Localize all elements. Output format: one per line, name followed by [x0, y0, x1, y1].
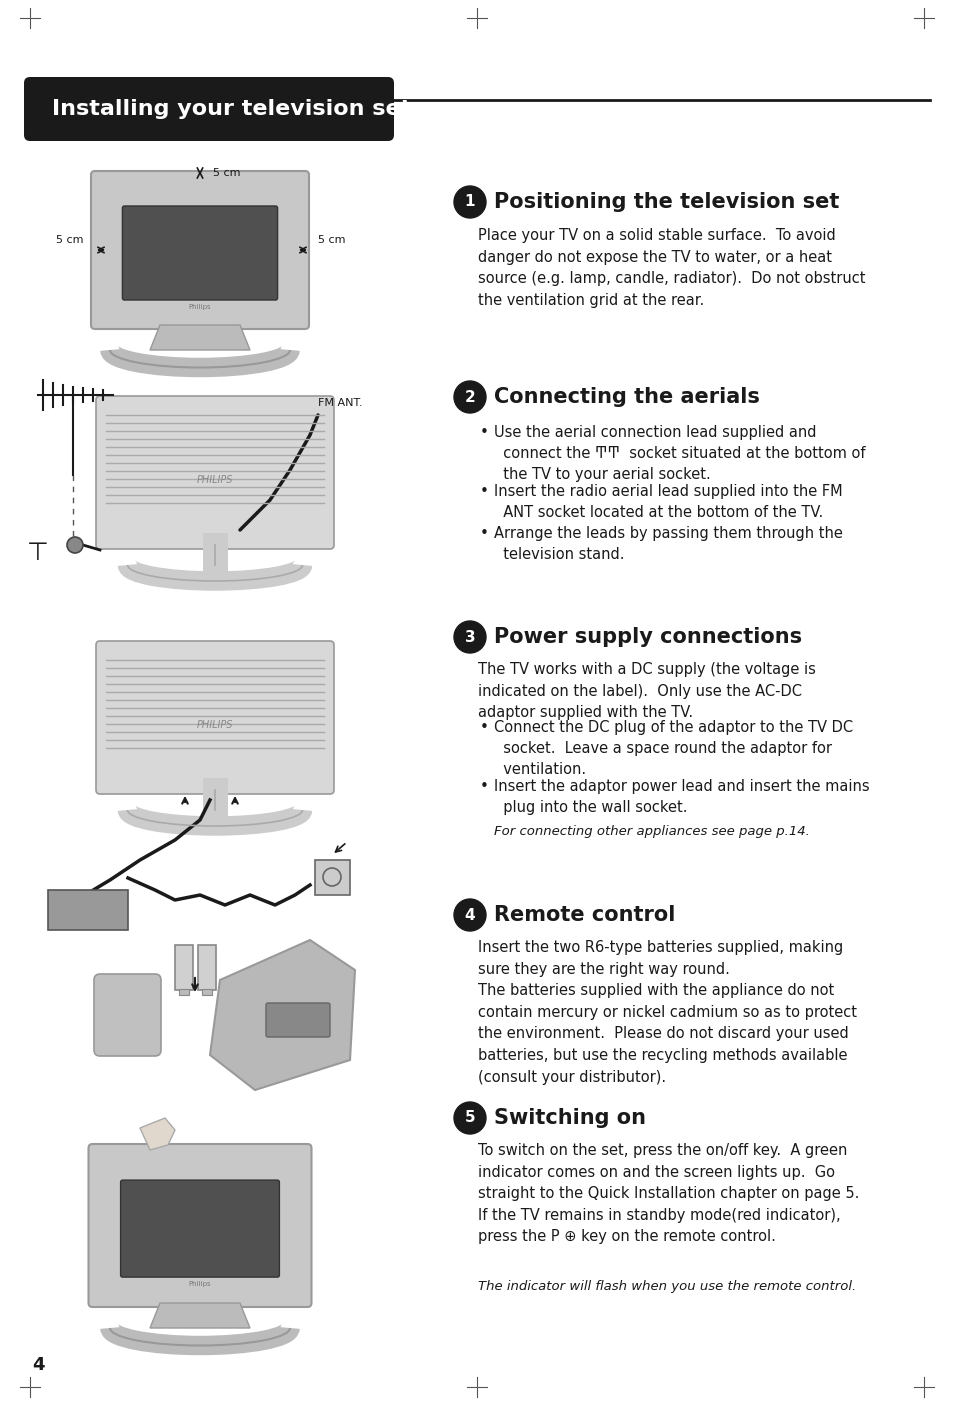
- Circle shape: [454, 1102, 485, 1134]
- Bar: [174, 946, 193, 991]
- Text: 5: 5: [464, 1110, 475, 1125]
- Text: 4: 4: [31, 1356, 44, 1374]
- FancyBboxPatch shape: [122, 207, 277, 301]
- Text: Installing your television set: Installing your television set: [52, 98, 411, 119]
- Text: Power supply connections: Power supply connections: [494, 627, 801, 646]
- Text: The TV works with a DC supply (the voltage is
indicated on the label).  Only use: The TV works with a DC supply (the volta…: [477, 662, 815, 721]
- Text: Philips: Philips: [189, 1281, 212, 1287]
- Circle shape: [454, 381, 485, 413]
- Text: To switch on the set, press the on/off key.  A green
indicator comes on and the : To switch on the set, press the on/off k…: [477, 1144, 859, 1245]
- Circle shape: [454, 185, 485, 218]
- FancyBboxPatch shape: [24, 77, 394, 140]
- Bar: [48, 889, 128, 930]
- Text: ⊤: ⊤: [27, 541, 49, 565]
- Bar: [198, 946, 215, 991]
- FancyBboxPatch shape: [91, 171, 309, 329]
- Circle shape: [67, 537, 83, 554]
- Text: 5 cm: 5 cm: [318, 235, 345, 244]
- Text: 4: 4: [464, 908, 475, 923]
- Text: Use the aerial connection lead supplied and
  connect the ͲͲ  socket situated at: Use the aerial connection lead supplied …: [494, 424, 864, 482]
- Text: Switching on: Switching on: [494, 1109, 645, 1128]
- Circle shape: [454, 899, 485, 932]
- Text: Remote control: Remote control: [494, 905, 675, 924]
- Text: •: •: [479, 483, 488, 499]
- FancyBboxPatch shape: [266, 1003, 330, 1037]
- Text: •: •: [479, 525, 488, 541]
- FancyBboxPatch shape: [96, 641, 334, 794]
- Text: 5 cm: 5 cm: [213, 169, 240, 178]
- Bar: [202, 989, 212, 995]
- Text: 2: 2: [464, 389, 475, 405]
- Bar: [179, 989, 189, 995]
- FancyBboxPatch shape: [89, 1144, 312, 1307]
- Text: Insert the adaptor power lead and insert the mains
  plug into the wall socket.: Insert the adaptor power lead and insert…: [494, 778, 869, 815]
- Polygon shape: [150, 325, 250, 350]
- Text: PHILIPS: PHILIPS: [196, 475, 233, 485]
- Text: •: •: [479, 778, 488, 794]
- Text: 1: 1: [464, 194, 475, 209]
- Polygon shape: [140, 1118, 174, 1151]
- Text: Connecting the aerials: Connecting the aerials: [494, 386, 760, 407]
- Text: Positioning the television set: Positioning the television set: [494, 192, 839, 212]
- Text: •: •: [479, 424, 488, 440]
- Text: PHILIPS: PHILIPS: [196, 719, 233, 729]
- Bar: [314, 860, 350, 895]
- Text: Arrange the leads by passing them through the
  television stand.: Arrange the leads by passing them throug…: [494, 525, 842, 562]
- Polygon shape: [210, 940, 355, 1090]
- FancyBboxPatch shape: [120, 1180, 279, 1277]
- Text: Place your TV on a solid stable surface.  To avoid
danger do not expose the TV t: Place your TV on a solid stable surface.…: [477, 228, 864, 308]
- Text: FM ANT.: FM ANT.: [317, 398, 362, 407]
- Text: Connect the DC plug of the adaptor to the TV DC
  socket.  Leave a space round t: Connect the DC plug of the adaptor to th…: [494, 719, 852, 777]
- Circle shape: [454, 621, 485, 653]
- FancyBboxPatch shape: [94, 974, 161, 1057]
- FancyBboxPatch shape: [96, 396, 334, 549]
- Text: 5 cm: 5 cm: [56, 235, 84, 244]
- Text: For connecting other appliances see page p.14.: For connecting other appliances see page…: [494, 825, 809, 837]
- Polygon shape: [150, 1302, 250, 1328]
- Text: Insert the two R6-type batteries supplied, making
sure they are the right way ro: Insert the two R6-type batteries supplie…: [477, 940, 856, 1085]
- Text: Insert the radio aerial lead supplied into the FM
  ANT socket located at the bo: Insert the radio aerial lead supplied in…: [494, 483, 841, 520]
- Text: •: •: [479, 719, 488, 735]
- Text: Philips: Philips: [189, 303, 212, 311]
- Text: 3: 3: [464, 629, 475, 645]
- Text: The indicator will flash when you use the remote control.: The indicator will flash when you use th…: [477, 1280, 856, 1293]
